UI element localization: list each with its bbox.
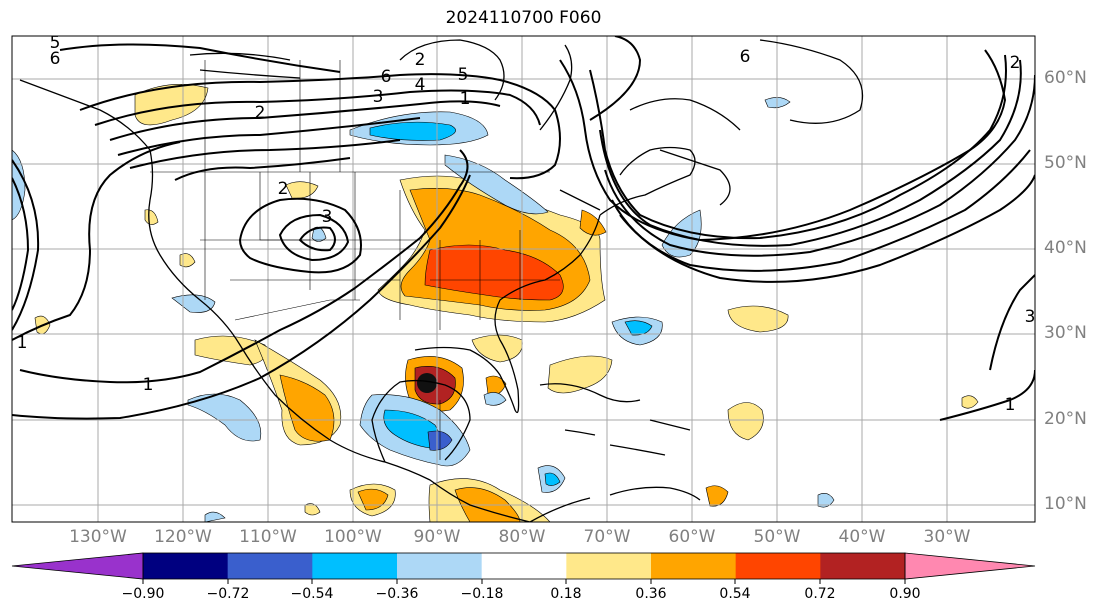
lon-label: 100°W — [324, 527, 382, 547]
contour-label: 3 — [1025, 307, 1036, 327]
colorbar-frame-right — [904, 552, 1036, 580]
lon-label: 110°W — [239, 527, 297, 547]
colorbar-segments — [12, 553, 1035, 579]
contour-label: 2 — [1010, 53, 1021, 73]
colorbar-tick-label: 0.36 — [635, 586, 667, 602]
colorbar-tick-label: −0.90 — [121, 586, 165, 602]
contour-label: 5 — [458, 65, 469, 85]
colorbar-segment — [312, 553, 398, 579]
cyclone-center — [417, 373, 437, 393]
contour-label: 1 — [143, 375, 154, 395]
lon-label: 40°W — [838, 527, 886, 547]
lon-label: 60°W — [668, 527, 716, 547]
political-borders — [150, 60, 560, 460]
colorbar-tick-label: −0.18 — [460, 586, 504, 602]
colorbar-extend-low — [12, 553, 143, 579]
contour-label-group: 5 6 6 4 5 2 3 1 6 2 2 3 1 1 3 2 1 — [17, 33, 1036, 415]
lat-label: 10°N — [1044, 494, 1087, 514]
contour-label: 1 — [460, 89, 471, 109]
lat-label: 40°N — [1044, 238, 1087, 258]
map-frame — [11, 35, 1036, 523]
colorbar-segment — [735, 553, 821, 579]
contour-label: 5 — [50, 33, 61, 53]
contour-lines — [12, 36, 1035, 421]
colorbar-segment — [566, 553, 652, 579]
colorbar-segment — [481, 553, 567, 579]
lon-label: 120°W — [154, 527, 212, 547]
lat-label: 20°N — [1044, 409, 1087, 429]
contour-label: 2 — [278, 179, 289, 199]
colorbar-tick-label: −0.54 — [290, 586, 334, 602]
map-title: 2024110700 F060 — [445, 8, 602, 28]
lat-label: 30°N — [1044, 323, 1087, 343]
colorbar-segment — [227, 553, 313, 579]
colorbar-ticks — [142, 579, 906, 584]
lat-label: 60°N — [1044, 68, 1087, 88]
graticule — [12, 36, 1035, 522]
contour-label: 4 — [415, 75, 426, 95]
contour-label: 2 — [255, 103, 266, 123]
colorbar-tick-label: −0.72 — [206, 586, 250, 602]
contour-label: 6 — [740, 47, 751, 67]
colorbar-segment — [820, 553, 906, 579]
contour-label: 3 — [322, 207, 333, 227]
contour-label: 6 — [381, 67, 392, 87]
contour-label: 2 — [415, 50, 426, 70]
lon-label: 90°W — [413, 527, 461, 547]
colorbar-segment — [143, 553, 229, 579]
lat-label: 50°N — [1044, 153, 1087, 173]
contour-label: 1 — [1005, 395, 1016, 415]
colorbar-frame-left — [11, 552, 144, 580]
colorbar-segment — [651, 553, 737, 579]
contour-label: 6 — [50, 49, 61, 69]
lon-label: 80°W — [498, 527, 546, 547]
colorbar-tick-label: 0.90 — [889, 586, 921, 602]
colorbar-segment — [397, 553, 483, 579]
colorbar-tick-label: −0.36 — [375, 586, 419, 602]
colorbar-tick-label: 0.54 — [719, 586, 751, 602]
coastlines — [19, 39, 864, 522]
colorbar-tick-label: 0.18 — [550, 586, 582, 602]
colorbar-extend-high — [905, 553, 1035, 579]
contour-label: 1 — [17, 333, 28, 353]
lon-label: 70°W — [583, 527, 631, 547]
lon-label: 30°W — [923, 527, 971, 547]
lon-label: 130°W — [69, 527, 127, 547]
colorbar-tick-label: 0.72 — [804, 586, 836, 602]
contour-label: 3 — [373, 87, 384, 107]
lon-label: 50°W — [753, 527, 801, 547]
